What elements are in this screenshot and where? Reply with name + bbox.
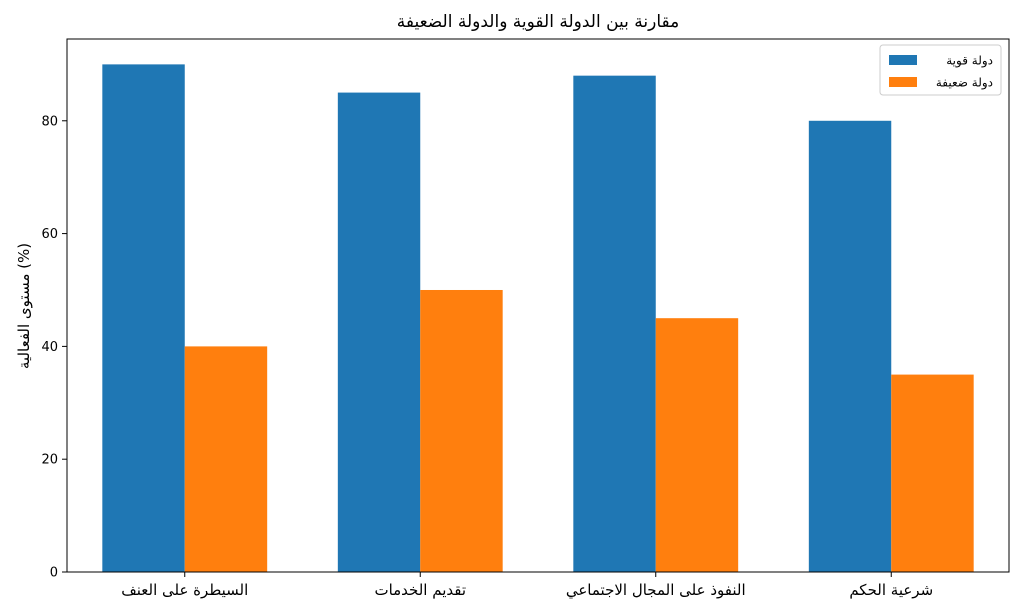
x-axis: السيطرة على العنف تقديم الخدمات النفوذ على… xyxy=(121,572,933,600)
bar-weak-3 xyxy=(891,374,974,572)
legend: دولة قوية دولة ضعيفة xyxy=(879,44,1002,96)
chart-title: مقارنة بين الدولة القوية والدولة الضعيفة xyxy=(397,12,679,32)
bar-strong-1 xyxy=(337,92,421,573)
legend-swatch-1 xyxy=(889,77,917,87)
y-tick-label: 40 xyxy=(41,340,58,355)
x-category-label: تقديم الخدمات xyxy=(374,581,466,599)
bar-weak-2 xyxy=(655,318,739,572)
bar-strong-2 xyxy=(573,75,656,572)
bars-group xyxy=(102,64,974,573)
y-tick-label: 80 xyxy=(41,114,58,129)
y-axis-label: مستوى الفعالية (%) xyxy=(15,243,33,369)
y-tick-label: 20 xyxy=(41,453,58,468)
plot-frame xyxy=(66,38,1010,573)
x-category-label: شرعية الحكم xyxy=(849,581,933,599)
legend-label-0: دولة قوية xyxy=(946,54,993,69)
bar-strong-0 xyxy=(102,64,185,572)
y-axis: 0 20 40 60 80 xyxy=(41,114,67,581)
bar-weak-1 xyxy=(420,289,503,572)
y-tick-label: 60 xyxy=(41,227,58,242)
bar-strong-3 xyxy=(808,120,892,572)
y-tick-label: 0 xyxy=(50,566,58,581)
x-category-label: النفوذ على المجال الاجتماعي xyxy=(566,581,746,600)
legend-swatch-0 xyxy=(889,55,917,65)
bar-weak-0 xyxy=(184,346,268,572)
x-category-label: السيطرة على العنف xyxy=(121,581,248,599)
legend-label-1: دولة ضعيفة xyxy=(936,76,993,91)
